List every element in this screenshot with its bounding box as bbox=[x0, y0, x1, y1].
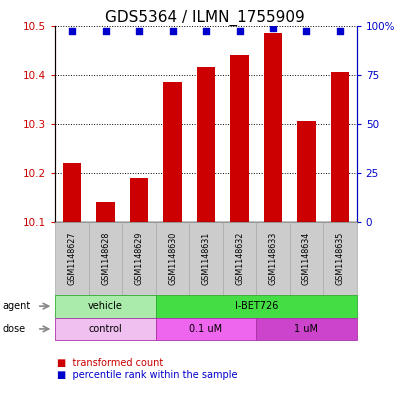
Text: ■  transformed count: ■ transformed count bbox=[57, 358, 163, 368]
Text: GSM1148631: GSM1148631 bbox=[201, 232, 210, 285]
Text: agent: agent bbox=[2, 301, 30, 311]
Point bbox=[69, 28, 75, 35]
Point bbox=[269, 24, 276, 31]
Text: control: control bbox=[88, 324, 122, 334]
Text: GSM1148632: GSM1148632 bbox=[234, 232, 243, 285]
Bar bbox=[297, 121, 315, 222]
Point bbox=[202, 28, 209, 35]
Text: GSM1148635: GSM1148635 bbox=[335, 232, 344, 285]
Text: GSM1148630: GSM1148630 bbox=[168, 232, 177, 285]
Text: GSM1148629: GSM1148629 bbox=[134, 231, 143, 285]
Bar bbox=[130, 178, 148, 222]
Text: GSM1148627: GSM1148627 bbox=[67, 231, 76, 285]
Bar bbox=[63, 163, 81, 222]
Point bbox=[302, 28, 309, 35]
Point bbox=[236, 28, 242, 35]
Bar bbox=[263, 33, 281, 222]
Bar bbox=[330, 72, 348, 222]
Text: 1 uM: 1 uM bbox=[294, 324, 318, 334]
Point bbox=[102, 28, 109, 35]
Bar bbox=[163, 82, 181, 222]
Bar bbox=[230, 55, 248, 222]
Text: dose: dose bbox=[2, 324, 25, 334]
Bar bbox=[96, 202, 115, 222]
Text: GDS5364 / ILMN_1755909: GDS5364 / ILMN_1755909 bbox=[105, 10, 304, 26]
Text: I-BET726: I-BET726 bbox=[234, 301, 277, 311]
Text: ■  percentile rank within the sample: ■ percentile rank within the sample bbox=[57, 370, 237, 380]
Point bbox=[169, 28, 175, 35]
Point bbox=[135, 28, 142, 35]
Bar bbox=[196, 67, 215, 222]
Point bbox=[336, 28, 342, 35]
Text: GSM1148633: GSM1148633 bbox=[268, 232, 277, 285]
Text: GSM1148634: GSM1148634 bbox=[301, 232, 310, 285]
Text: vehicle: vehicle bbox=[88, 301, 123, 311]
Text: 0.1 uM: 0.1 uM bbox=[189, 324, 222, 334]
Text: GSM1148628: GSM1148628 bbox=[101, 232, 110, 285]
